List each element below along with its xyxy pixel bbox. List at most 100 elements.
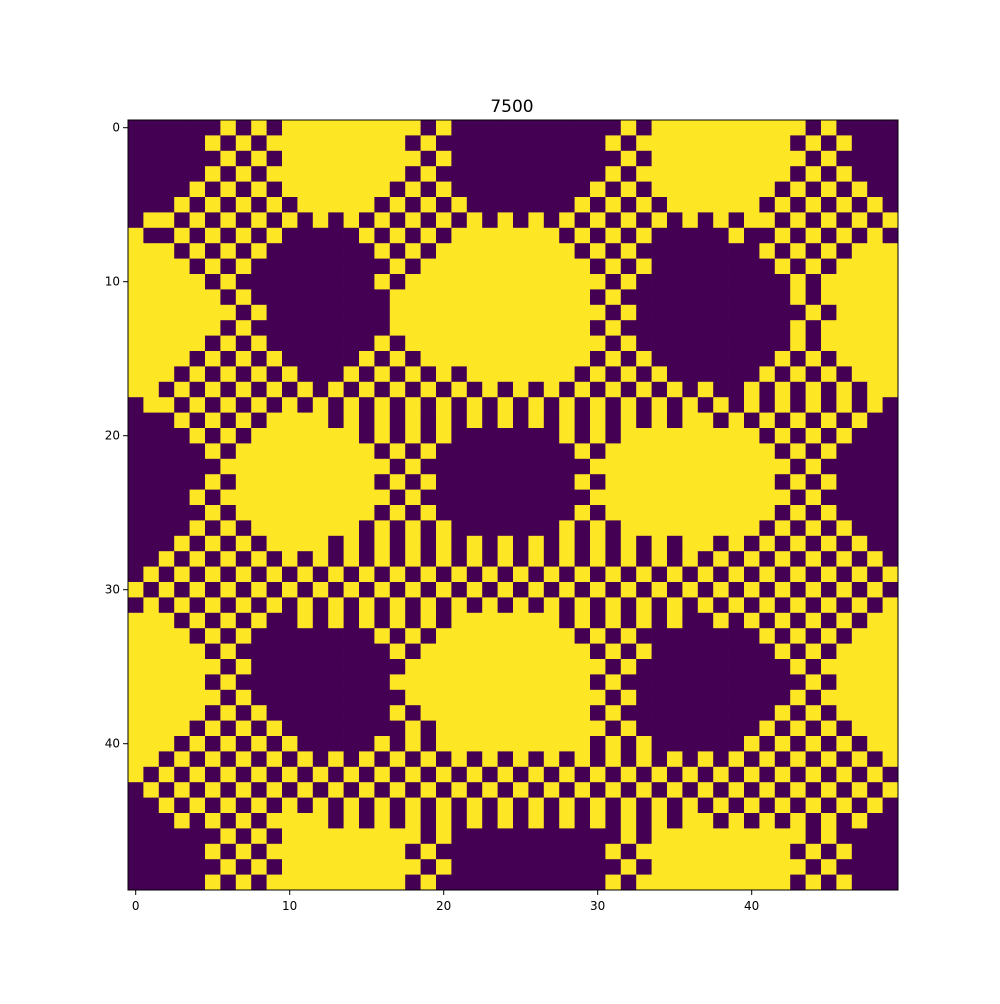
heatmap-cell <box>158 397 175 413</box>
heatmap-cell <box>620 689 637 706</box>
heatmap-cell <box>713 705 729 721</box>
heatmap-cell <box>697 874 714 891</box>
heatmap-cell <box>821 797 837 814</box>
heatmap-cell <box>759 212 776 229</box>
heatmap-cell <box>744 766 760 783</box>
heatmap-cell <box>220 335 237 352</box>
heatmap-cell <box>220 304 237 321</box>
heatmap-cell <box>343 674 360 691</box>
heatmap-cell <box>312 582 329 598</box>
heatmap-cell <box>759 643 776 660</box>
heatmap-cell <box>559 428 575 444</box>
heatmap-cell <box>528 227 545 244</box>
heatmap-cell <box>851 166 868 182</box>
heatmap-cell <box>297 166 314 182</box>
heatmap-cell <box>420 859 437 875</box>
heatmap-cell <box>143 289 160 306</box>
heatmap-cell <box>636 320 652 336</box>
heatmap-cell <box>143 335 160 352</box>
heatmap-cell <box>882 797 899 814</box>
heatmap-cell <box>266 197 283 213</box>
heatmap-cell <box>713 150 729 167</box>
heatmap-cell <box>528 597 545 614</box>
heatmap-cell <box>821 659 837 675</box>
heatmap-cell <box>636 535 652 552</box>
heatmap-cell <box>251 813 267 829</box>
heatmap-cell <box>359 874 375 891</box>
heatmap-cell <box>466 397 483 413</box>
heatmap-cell <box>282 751 298 768</box>
heatmap-cell <box>497 212 514 229</box>
heatmap-cell <box>728 643 745 660</box>
heatmap-cell <box>436 612 452 629</box>
heatmap-cell <box>420 258 437 275</box>
heatmap-cell <box>805 474 822 490</box>
heatmap-cell <box>482 751 498 768</box>
heatmap-cell <box>235 628 252 644</box>
heatmap-cell <box>158 520 175 537</box>
heatmap-cell <box>420 443 437 460</box>
heatmap-cell <box>174 705 190 721</box>
heatmap-cell <box>266 612 283 629</box>
heatmap-cell <box>420 351 437 367</box>
heatmap-cell <box>143 351 160 367</box>
heatmap-cell <box>312 535 329 552</box>
heatmap-cell <box>359 705 375 721</box>
heatmap-cell <box>682 443 699 460</box>
heatmap-cell <box>251 274 267 290</box>
heatmap-cell <box>513 243 529 259</box>
heatmap-cell <box>697 320 714 336</box>
heatmap-cell <box>282 782 298 798</box>
heatmap-cell <box>328 766 344 783</box>
heatmap-cell <box>174 381 190 398</box>
heatmap-cell <box>590 428 606 444</box>
heatmap-cell <box>235 520 252 537</box>
heatmap-cell <box>790 520 806 537</box>
heatmap-cell <box>205 304 221 321</box>
heatmap-cell <box>466 120 483 136</box>
heatmap-cell <box>528 458 545 475</box>
heatmap-cell <box>651 551 668 567</box>
heatmap-cell <box>374 828 391 845</box>
heatmap-cell <box>513 874 529 891</box>
heatmap-cell <box>697 351 714 367</box>
heatmap-cell <box>143 612 160 629</box>
heatmap-cell <box>205 597 221 614</box>
heatmap-cell <box>636 705 652 721</box>
heatmap-cell <box>851 720 868 737</box>
heatmap-cell <box>482 705 498 721</box>
heatmap-cell <box>297 843 314 860</box>
heatmap-cell <box>790 720 806 737</box>
heatmap-cell <box>251 766 267 783</box>
heatmap-cell <box>282 274 298 290</box>
heatmap-cell <box>359 843 375 860</box>
heatmap-cell <box>543 720 560 737</box>
heatmap-cell <box>251 643 267 660</box>
heatmap-cell <box>389 505 406 521</box>
heatmap-cell <box>128 659 144 675</box>
heatmap-cell <box>436 566 452 583</box>
heatmap-cell <box>682 705 699 721</box>
heatmap-cell <box>574 628 591 644</box>
heatmap-cell <box>697 766 714 783</box>
heatmap-cell <box>158 212 175 229</box>
heatmap-cell <box>405 843 421 860</box>
heatmap-cell <box>590 443 606 460</box>
heatmap-cell <box>189 150 206 167</box>
heatmap-cell <box>851 212 868 229</box>
heatmap-cell <box>235 859 252 875</box>
heatmap-cell <box>158 720 175 737</box>
heatmap-cell <box>667 197 683 213</box>
heatmap-cell <box>636 874 652 891</box>
heatmap-cell <box>682 412 699 429</box>
heatmap-cell <box>466 289 483 306</box>
heatmap-cell <box>851 520 868 537</box>
heatmap-cell <box>744 166 760 182</box>
heatmap-cell <box>682 505 699 521</box>
heatmap-cell <box>651 828 668 845</box>
heatmap-cell <box>497 674 514 691</box>
heatmap-cell <box>312 843 329 860</box>
heatmap-cell <box>158 320 175 336</box>
heatmap-cell <box>882 412 899 429</box>
heatmap-cell <box>605 505 622 521</box>
